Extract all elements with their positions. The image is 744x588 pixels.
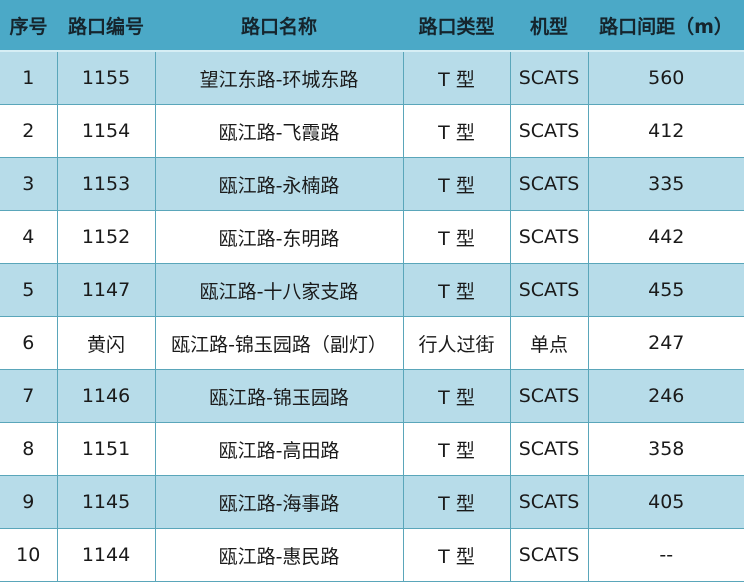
cell-controller-model: SCATS (509, 263, 588, 317)
cell-controller-model: SCATS (509, 210, 588, 264)
cell-index: 6 (0, 316, 57, 370)
header-spacing: 路口间距（m） (588, 0, 744, 52)
cell-intersection-id: 1147 (56, 263, 155, 317)
cell-controller-model: SCATS (509, 369, 588, 423)
cell-intersection-name: 瓯江路-飞霞路 (154, 104, 403, 158)
header-intersection-id: 路口编号 (57, 0, 155, 52)
cell-intersection-name: 望江东路-环城东路 (154, 51, 403, 105)
cell-controller-model: SCATS (509, 528, 588, 582)
cell-intersection-name: 瓯江路-永楠路 (154, 157, 403, 211)
cell-intersection-name: 瓯江路-十八家支路 (154, 263, 403, 317)
header-controller-model: 机型 (510, 0, 588, 52)
cell-intersection-type: T 型 (402, 369, 510, 423)
table-row: 5 1147 瓯江路-十八家支路 T 型 SCATS 455 (0, 263, 744, 317)
cell-spacing: 442 (587, 210, 744, 264)
cell-intersection-id: 1146 (56, 369, 155, 423)
cell-index: 1 (0, 51, 57, 105)
cell-intersection-type: T 型 (402, 157, 510, 211)
cell-spacing: -- (587, 528, 744, 582)
table-row: 1 1155 望江东路-环城东路 T 型 SCATS 560 (0, 51, 744, 105)
cell-spacing: 247 (587, 316, 744, 370)
cell-intersection-id: 1152 (56, 210, 155, 264)
cell-intersection-name: 瓯江路-锦玉园路（副灯） (154, 316, 403, 370)
cell-intersection-type: T 型 (402, 104, 510, 158)
table-row: 2 1154 瓯江路-飞霞路 T 型 SCATS 412 (0, 104, 744, 158)
cell-intersection-type: 行人过街 (402, 316, 510, 370)
table-row: 7 1146 瓯江路-锦玉园路 T 型 SCATS 246 (0, 369, 744, 423)
cell-intersection-id: 1144 (56, 528, 155, 582)
header-index: 序号 (0, 0, 57, 52)
cell-index: 2 (0, 104, 57, 158)
cell-intersection-type: T 型 (402, 422, 510, 476)
header-intersection-name: 路口名称 (155, 0, 403, 52)
cell-spacing: 412 (587, 104, 744, 158)
cell-intersection-name: 瓯江路-海事路 (154, 475, 403, 529)
cell-spacing: 560 (587, 51, 744, 105)
cell-intersection-name: 瓯江路-惠民路 (154, 528, 403, 582)
cell-spacing: 405 (587, 475, 744, 529)
cell-controller-model: SCATS (509, 422, 588, 476)
table-row: 6 黄闪 瓯江路-锦玉园路（副灯） 行人过街 单点 247 (0, 316, 744, 370)
cell-index: 4 (0, 210, 57, 264)
table-row: 9 1145 瓯江路-海事路 T 型 SCATS 405 (0, 475, 744, 529)
cell-intersection-type: T 型 (402, 51, 510, 105)
cell-spacing: 335 (587, 157, 744, 211)
cell-spacing: 455 (587, 263, 744, 317)
cell-controller-model: SCATS (509, 51, 588, 105)
table-row: 8 1151 瓯江路-高田路 T 型 SCATS 358 (0, 422, 744, 476)
cell-intersection-id: 1154 (56, 104, 155, 158)
cell-index: 8 (0, 422, 57, 476)
cell-intersection-type: T 型 (402, 528, 510, 582)
cell-index: 5 (0, 263, 57, 317)
header-row: 序号 路口编号 路口名称 路口类型 机型 路口间距（m） (0, 0, 744, 52)
cell-spacing: 246 (587, 369, 744, 423)
cell-intersection-type: T 型 (402, 263, 510, 317)
cell-intersection-id: 1155 (56, 51, 155, 105)
cell-intersection-id: 1153 (56, 157, 155, 211)
cell-intersection-name: 瓯江路-东明路 (154, 210, 403, 264)
cell-controller-model: SCATS (509, 104, 588, 158)
cell-index: 9 (0, 475, 57, 529)
header-intersection-type: 路口类型 (403, 0, 510, 52)
cell-intersection-name: 瓯江路-锦玉园路 (154, 369, 403, 423)
cell-index: 3 (0, 157, 57, 211)
cell-index: 7 (0, 369, 57, 423)
cell-intersection-id: 1151 (56, 422, 155, 476)
cell-intersection-id: 1145 (56, 475, 155, 529)
table-row: 10 1144 瓯江路-惠民路 T 型 SCATS -- (0, 528, 744, 582)
cell-intersection-type: T 型 (402, 475, 510, 529)
cell-controller-model: SCATS (509, 157, 588, 211)
cell-index: 10 (0, 528, 57, 582)
cell-intersection-name: 瓯江路-高田路 (154, 422, 403, 476)
cell-spacing: 358 (587, 422, 744, 476)
table-row: 3 1153 瓯江路-永楠路 T 型 SCATS 335 (0, 157, 744, 211)
cell-controller-model: SCATS (509, 475, 588, 529)
cell-controller-model: 单点 (509, 316, 588, 370)
cell-intersection-type: T 型 (402, 210, 510, 264)
table-row: 4 1152 瓯江路-东明路 T 型 SCATS 442 (0, 210, 744, 264)
cell-intersection-id: 黄闪 (56, 316, 155, 370)
